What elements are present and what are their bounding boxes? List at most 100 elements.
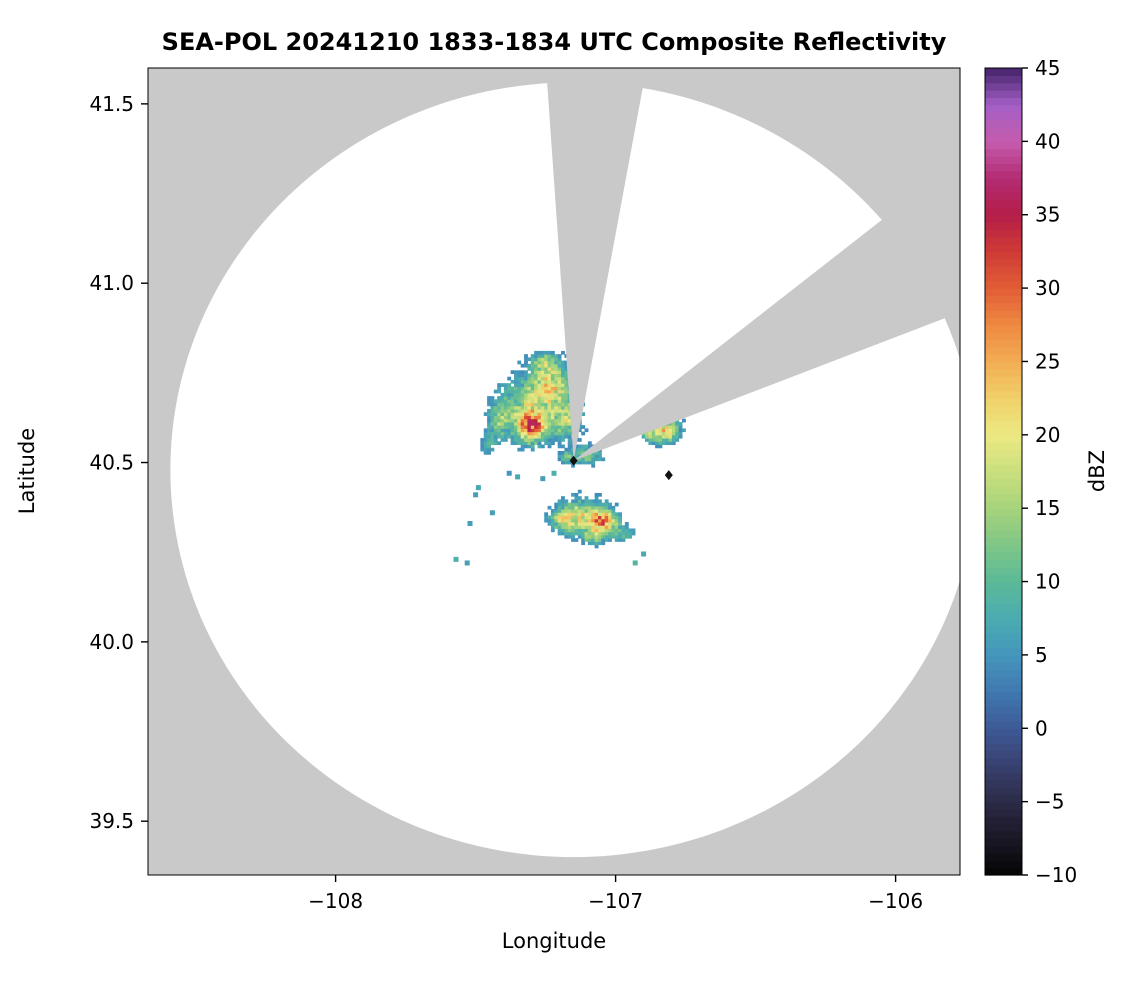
colorbar-gradient-step: [985, 728, 1022, 737]
axes-layer: −108 −107 −106 39.5 40.0 40.5 41.0 41.5: [89, 67, 961, 913]
colorbar-gradient-step: [985, 141, 1022, 150]
colorbar-gradient-step: [985, 508, 1022, 517]
colorbar-gradient-step: [985, 757, 1022, 766]
plot-title: SEA-POL 20241210 1833-1834 UTC Composite…: [162, 28, 947, 56]
colorbar-gradient-step: [985, 346, 1022, 355]
colorbar-gradient-step: [985, 537, 1022, 546]
colorbar-gradient-step: [985, 266, 1022, 275]
colorbar-gradient-step: [985, 750, 1022, 759]
echo-speck: [551, 470, 557, 476]
radar-site-marker: [569, 455, 578, 466]
colorbar-gradient-step: [985, 68, 1022, 76]
colorbar-gradient-step: [985, 838, 1022, 847]
colorbar-gradient-step: [985, 398, 1022, 407]
colorbar-tick-label: −10: [1035, 863, 1077, 887]
colorbar-gradient-step: [985, 434, 1022, 443]
colorbar-gradient-step: [985, 200, 1022, 208]
colorbar-gradient-step: [985, 522, 1022, 531]
colorbar-gradient-step: [985, 625, 1022, 634]
y-tick-label: 40.5: [89, 451, 134, 475]
colorbar-gradient-step: [985, 808, 1022, 817]
colorbar-gradient-step: [985, 764, 1022, 773]
colorbar-gradient-step: [985, 486, 1022, 495]
x-axis-label: Longitude: [502, 929, 606, 953]
colorbar-gradient-step: [985, 295, 1022, 304]
colorbar-gradient-step: [985, 632, 1022, 641]
colorbar-gradient-step: [985, 302, 1022, 311]
echo-speck: [515, 474, 521, 480]
colorbar-gradient-step: [985, 742, 1022, 751]
colorbar-gradient-step: [985, 412, 1022, 421]
colorbar-tick-label: 10: [1035, 570, 1060, 594]
colorbar-gradient-step: [985, 75, 1022, 84]
colorbar-gradient-step: [985, 185, 1022, 194]
colorbar-gradient-step: [985, 170, 1022, 179]
radar-coverage-area: [170, 82, 960, 857]
y-tick-label: 40.0: [89, 630, 134, 654]
colorbar-gradient-step: [985, 178, 1022, 186]
colorbar-gradient-step: [985, 229, 1022, 238]
x-tick-label: −108: [308, 889, 363, 913]
colorbar-gradient-step: [985, 610, 1022, 619]
colorbar-gradient-step: [985, 618, 1022, 627]
echo-speck: [506, 470, 512, 476]
colorbar-tick-label: 20: [1035, 423, 1060, 447]
colorbar-gradient-step: [985, 317, 1022, 326]
colorbar-gradient-step: [985, 383, 1022, 392]
colorbar-gradient-step: [985, 222, 1022, 230]
colorbar-gradient-step: [985, 390, 1022, 399]
colorbar-gradient-step: [985, 126, 1022, 135]
colorbar-gradient-step: [985, 310, 1022, 319]
colorbar-gradient-step: [985, 566, 1022, 575]
plot-content: [148, 68, 960, 875]
colorbar-gradient-step: [985, 735, 1022, 744]
colorbar-gradient-step: [985, 530, 1022, 539]
y-tick-label: 41.5: [89, 92, 134, 116]
colorbar-gradient-step: [985, 236, 1022, 245]
colorbar-tick-label: −5: [1035, 790, 1064, 814]
colorbar-gradient-step: [985, 552, 1022, 561]
colorbar-gradient-step: [985, 156, 1022, 164]
echo-speck: [453, 556, 459, 562]
y-tick-label: 41.0: [89, 271, 134, 295]
colorbar-gradient-step: [985, 640, 1022, 649]
colorbar-gradient-step: [985, 500, 1022, 509]
colorbar-gradient-step: [985, 192, 1022, 201]
colorbar-gradient-step: [985, 471, 1022, 480]
colorbar-gradient-step: [985, 779, 1022, 788]
colorbar-gradient-step: [985, 669, 1022, 678]
colorbar-gradient-step: [985, 258, 1022, 267]
colorbar-gradient-step: [985, 720, 1022, 729]
radar-site-marker: [664, 470, 673, 481]
colorbar-gradient-step: [985, 405, 1022, 414]
echo-speck: [464, 560, 470, 566]
colorbar-gradient-step: [985, 376, 1022, 385]
colorbar-gradient-step: [985, 119, 1022, 128]
colorbar-tick-label: 0: [1035, 716, 1048, 740]
colorbar-gradient-step: [985, 654, 1022, 663]
colorbar-gradient-step: [985, 163, 1022, 172]
colorbar-gradient-step: [985, 684, 1022, 693]
colorbar-gradient-step: [985, 354, 1022, 363]
colorbar-gradient-step: [985, 464, 1022, 473]
colorbar-gradient-step: [985, 691, 1022, 700]
colorbar-gradient-step: [985, 427, 1022, 436]
colorbar-gradient-step: [985, 794, 1022, 803]
colorbar-gradient-step: [985, 574, 1022, 583]
colorbar-tick-label: 5: [1035, 643, 1048, 667]
echo-speck: [641, 551, 647, 557]
colorbar-gradient-step: [985, 273, 1022, 282]
colorbar-gradient-step: [985, 647, 1022, 656]
colorbar-gradient-step: [985, 148, 1022, 157]
echo-speck: [632, 560, 638, 566]
colorbar-gradient-step: [985, 207, 1022, 216]
colorbar-gradient-step: [985, 698, 1022, 707]
blocked-sector: [573, 158, 960, 461]
colorbar-gradient-step: [985, 90, 1022, 98]
blocked-sector: [546, 68, 647, 461]
colorbar-gradient-step: [985, 442, 1022, 451]
colorbar-gradient-step: [985, 786, 1022, 795]
colorbar-gradient-step: [985, 559, 1022, 568]
colorbar-gradient-step: [985, 662, 1022, 671]
